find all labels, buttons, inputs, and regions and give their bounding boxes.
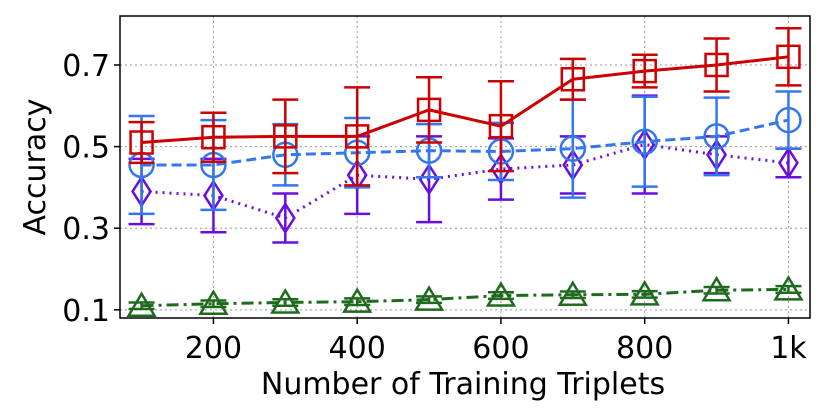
square-marker [416, 97, 442, 123]
x-tick-label: 800 [616, 331, 673, 366]
y-tick-label: 0.3 [62, 212, 110, 247]
x-tick-label: 600 [472, 331, 529, 366]
circle-marker [775, 106, 802, 134]
triangle-marker [557, 280, 589, 306]
series-triangle [126, 274, 804, 318]
triangle-marker [629, 279, 660, 306]
diamond-marker [418, 162, 440, 196]
circle-marker [559, 135, 587, 162]
y-tick-label: 0.7 [62, 49, 110, 84]
triangle-marker [773, 274, 804, 301]
circle-marker [703, 123, 730, 150]
triangle-marker [701, 275, 732, 302]
square-marker [344, 124, 370, 149]
y-tick-label: 0.5 [62, 131, 110, 166]
square-marker [273, 124, 298, 149]
series-line [141, 55, 789, 145]
x-tick-label: 1k [770, 331, 807, 366]
diamond-marker [777, 146, 799, 180]
square-marker [129, 130, 154, 155]
triangle-marker [341, 287, 373, 313]
triangle-marker [485, 281, 517, 307]
square-marker [704, 52, 729, 78]
series-line [141, 287, 789, 308]
x-axis-title: Number of Training Triplets [261, 367, 665, 402]
axis-ticks: 200 400 600 800 1k 0.1 0.3 0.5 0.7 [62, 49, 807, 366]
square-marker [560, 67, 586, 92]
square-marker [776, 44, 801, 70]
x-tick-label: 400 [329, 331, 386, 366]
diamond-marker [346, 158, 368, 192]
square-marker [488, 113, 514, 139]
triangle-marker [198, 289, 229, 315]
square-marker [201, 124, 226, 150]
y-axis-title: Accuracy [18, 99, 53, 236]
diamond-marker [490, 152, 512, 186]
triangle-marker [126, 291, 157, 318]
triangle-marker [413, 285, 445, 311]
triangle-marker [270, 288, 301, 314]
circle-marker [631, 128, 658, 155]
y-tick-label: 0.1 [62, 294, 110, 329]
plot-frame [119, 15, 811, 319]
diamond-marker [274, 201, 296, 235]
series-square [128, 26, 802, 187]
series-circle [128, 90, 802, 216]
series-layer [126, 26, 804, 318]
square-marker [632, 58, 657, 84]
x-tick-label: 200 [185, 331, 242, 366]
series-line [141, 143, 789, 220]
series-line [141, 118, 789, 167]
